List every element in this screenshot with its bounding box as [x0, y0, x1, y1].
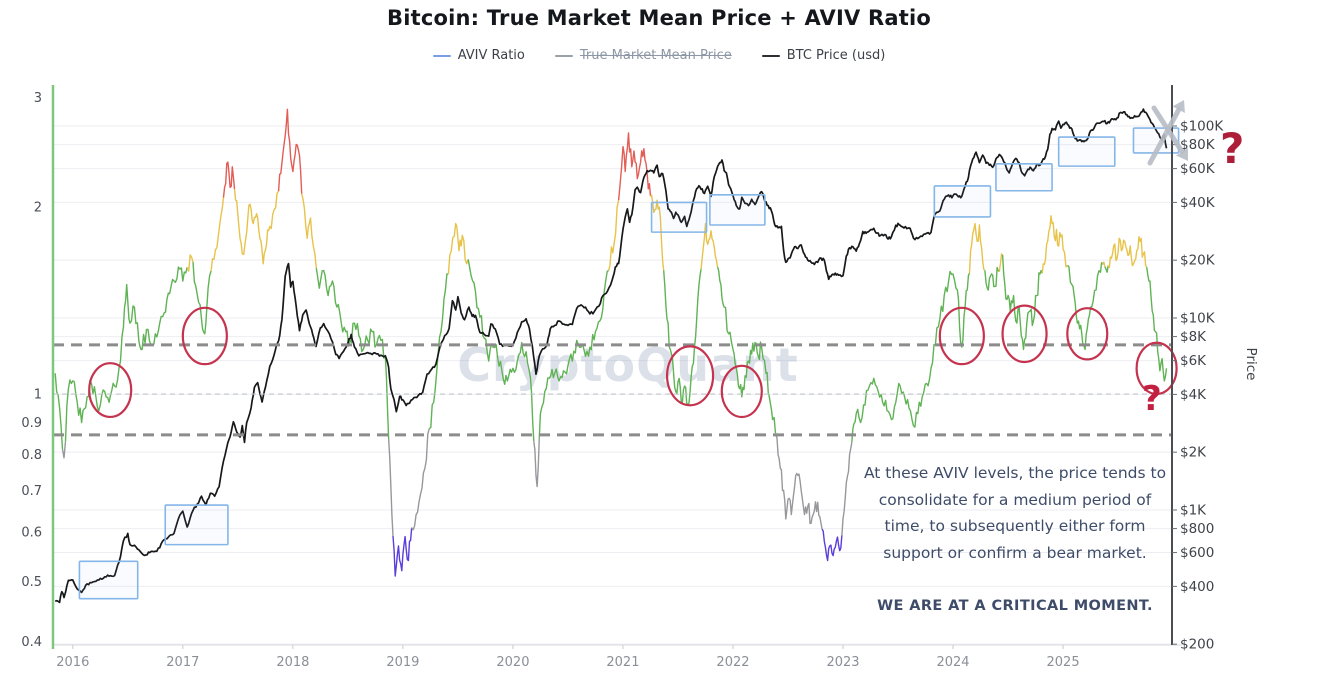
- x-axis-tick-label: 2019: [386, 655, 419, 670]
- right-axis-tick-label: $4K: [1180, 387, 1207, 403]
- x-axis-tick-label: 2025: [1047, 655, 1080, 670]
- right-axis-tick-label: $10K: [1180, 310, 1216, 326]
- right-axis-tick-label: $200: [1180, 637, 1214, 653]
- x-axis-tick-label: 2016: [56, 655, 89, 670]
- legend-line-swatch-tmmp: [554, 54, 573, 57]
- direction-arrows: [1147, 100, 1188, 166]
- annotation-note: At these AVIV levels, the price tends to…: [858, 460, 1172, 619]
- right-axis-tick-label: $2K: [1180, 445, 1207, 461]
- x-axis-ticks: 2016 2017 2018 2019 2020 2021 2022 2023 2024 2025: [56, 645, 1080, 670]
- annotation-critical-moment: WE ARE AT A CRITICAL MOMENT.: [877, 597, 1153, 614]
- right-axis-tick-label: $100K: [1180, 118, 1224, 134]
- right-axis-tick-label: $600: [1180, 545, 1214, 561]
- x-axis-tick-label: 2020: [496, 655, 529, 670]
- question-mark-aviv-direction: ?: [1142, 379, 1162, 419]
- x-axis-tick-label: 2024: [936, 655, 969, 670]
- left-axis-tick-label: 0.4: [21, 635, 42, 650]
- legend-label-aviv: AVIV Ratio: [457, 48, 525, 63]
- consolidation-box: [995, 163, 1053, 192]
- highlight-circles: [88, 304, 1178, 419]
- legend-item-aviv-ratio[interactable]: AVIV Ratio: [432, 48, 525, 63]
- aviv-highlight-circle: [88, 362, 133, 419]
- consolidation-box: [164, 504, 229, 546]
- consolidation-box: [1057, 136, 1116, 167]
- aviv-ratio-line: [54, 108, 1168, 577]
- aviv-highlight-circle: [938, 306, 985, 366]
- right-axis-tick-label: $60K: [1180, 161, 1216, 177]
- left-axis-tick-label: 0.6: [21, 526, 42, 541]
- consolidation-box: [933, 185, 992, 218]
- legend-line-swatch-aviv: [432, 54, 451, 57]
- x-axis-tick-label: 2017: [166, 655, 199, 670]
- consolidation-box: [650, 201, 708, 233]
- aviv-reference-lines: [53, 343, 1172, 437]
- aviv-highlight-circle: [1066, 307, 1109, 361]
- aviv-highlight-circle: [720, 364, 763, 419]
- left-axis-tick-label: 0.5: [21, 575, 42, 590]
- right-axis-tick-label: $40K: [1180, 195, 1216, 211]
- x-axis-tick-label: 2022: [716, 655, 749, 670]
- left-axis-tick-label: 2: [34, 200, 42, 215]
- question-mark-price-direction: ?: [1220, 124, 1245, 173]
- right-axis-title: Price: [1243, 348, 1259, 381]
- right-axis-tick-label: $20K: [1180, 253, 1216, 269]
- aviv-highlight-circle: [665, 345, 715, 407]
- right-axis-tick-label: $400: [1180, 579, 1214, 595]
- chart-legend: AVIV Ratio True Market Mean Price BTC Pr…: [0, 48, 1318, 63]
- consolidation-box: [709, 194, 766, 226]
- aviv-highlight-circle: [1135, 341, 1178, 396]
- aviv-highlight-circle: [181, 306, 228, 366]
- right-axis-ticks: $100K $80K $60K $40K $20K $10K $8K $6K $4K $2K $1K…: [1172, 118, 1259, 653]
- legend-line-swatch-btc: [761, 54, 780, 57]
- right-axis-tick-label: $8K: [1180, 329, 1207, 345]
- right-axis-tick-label: $80K: [1180, 137, 1216, 153]
- left-axis-ticks: 3 2 1 0.9 0.8 0.7 0.6 0.5 0.4: [21, 91, 42, 650]
- aviv-highlight-circle: [1001, 304, 1048, 364]
- left-axis-tick-label: 0.7: [21, 484, 42, 499]
- x-axis-tick-label: 2023: [826, 655, 859, 670]
- arrow-up-right-icon: [1147, 107, 1182, 166]
- consolidation-boxes: [78, 127, 1180, 600]
- right-axis-tick-label: $1K: [1180, 502, 1207, 518]
- legend-item-btc-price[interactable]: BTC Price (usd): [761, 48, 886, 63]
- arrow-down-right-icon: [1151, 105, 1185, 155]
- axes: [51, 85, 1182, 649]
- left-axis-tick-label: 1: [34, 388, 42, 403]
- left-axis-tick-label: 3: [34, 91, 42, 106]
- consolidation-box: [78, 560, 139, 600]
- left-axis-tick-label: 0.8: [21, 448, 42, 463]
- right-axis-tick-label: $800: [1180, 521, 1214, 537]
- left-axis-tick-label: 0.9: [21, 416, 42, 431]
- legend-item-true-market-mean-price[interactable]: True Market Mean Price: [554, 48, 732, 63]
- page-title: Bitcoin: True Market Mean Price + AVIV R…: [387, 6, 931, 30]
- x-axis-tick-label: 2021: [606, 655, 639, 670]
- legend-label-tmmp: True Market Mean Price: [579, 48, 732, 63]
- right-axis-tick-label: $6K: [1180, 353, 1207, 369]
- x-axis-tick-label: 2018: [276, 655, 309, 670]
- annotation-paragraph: At these AVIV levels, the price tends to…: [863, 464, 1167, 562]
- btc-price-line: [54, 108, 1168, 604]
- legend-label-btc: BTC Price (usd): [786, 48, 886, 63]
